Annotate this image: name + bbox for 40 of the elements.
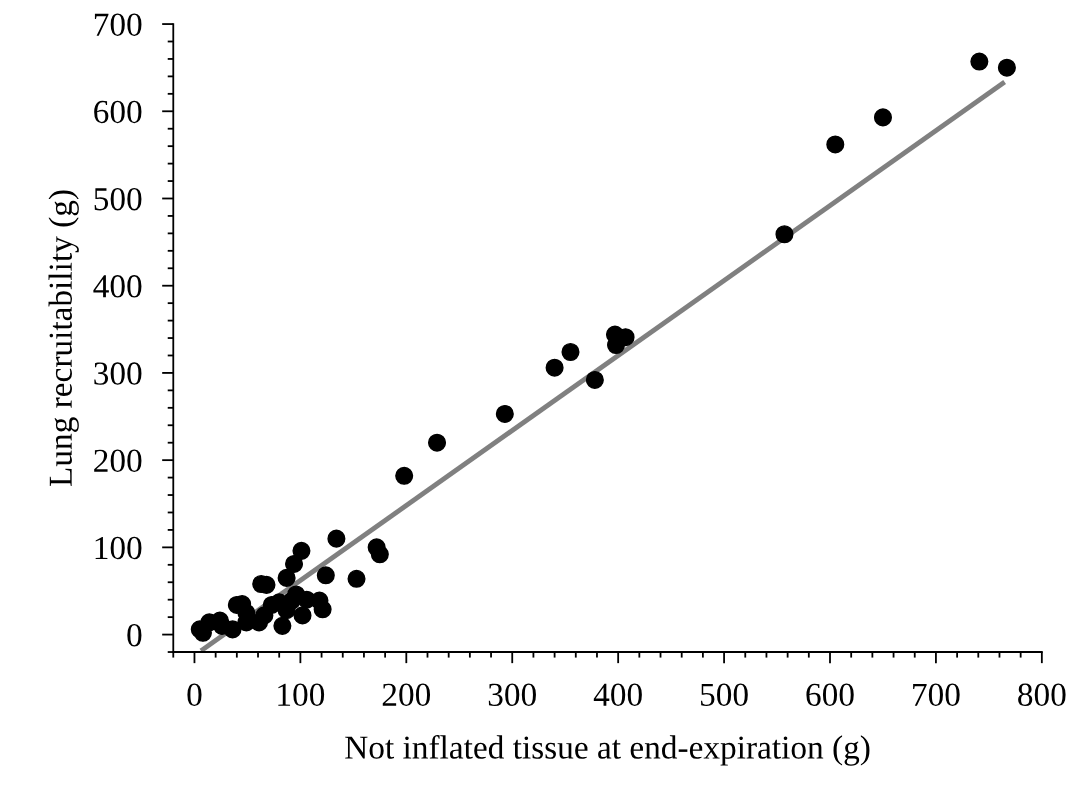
point <box>427 433 447 452</box>
point <box>997 58 1016 77</box>
point <box>873 108 892 127</box>
point <box>495 404 514 423</box>
x-tick-label: 0 <box>187 683 202 707</box>
point <box>292 541 311 560</box>
y-tick-label: 700 <box>94 13 142 36</box>
point <box>970 52 989 71</box>
x-tick-label: 700 <box>913 683 960 707</box>
x-tick-label: 600 <box>806 683 854 707</box>
x-tick-label: 100 <box>278 683 325 707</box>
point <box>347 569 366 588</box>
y-tick-label: 500 <box>94 187 142 211</box>
point <box>370 545 389 564</box>
y-tick-label: 0 <box>127 623 142 647</box>
point <box>545 358 564 377</box>
point <box>285 554 304 573</box>
y-axis-title: Lung recruitability (g) <box>48 190 79 487</box>
x-tick-label: 400 <box>593 683 642 707</box>
point <box>561 342 580 362</box>
x-tick-label: 200 <box>382 683 431 707</box>
point <box>277 568 296 587</box>
point <box>585 370 604 389</box>
point <box>316 566 335 585</box>
y-tick-label: 200 <box>94 449 142 473</box>
x-axis-title: Not inflated tissue at end-expiration (g) <box>345 735 870 766</box>
point <box>775 225 794 244</box>
y-tick-label: 400 <box>93 275 142 298</box>
point <box>313 600 332 619</box>
point <box>826 135 845 154</box>
point <box>273 616 292 635</box>
y-tick-label: 300 <box>94 362 142 385</box>
point <box>293 606 312 625</box>
y-tick-label: 600 <box>94 100 142 124</box>
point <box>327 529 346 548</box>
x-tick-label: 500 <box>701 683 748 707</box>
x-tick-label: 300 <box>488 683 536 707</box>
x-tick-label: 800 <box>1018 683 1066 707</box>
point <box>395 466 414 485</box>
y-tick-label: 100 <box>95 536 142 560</box>
